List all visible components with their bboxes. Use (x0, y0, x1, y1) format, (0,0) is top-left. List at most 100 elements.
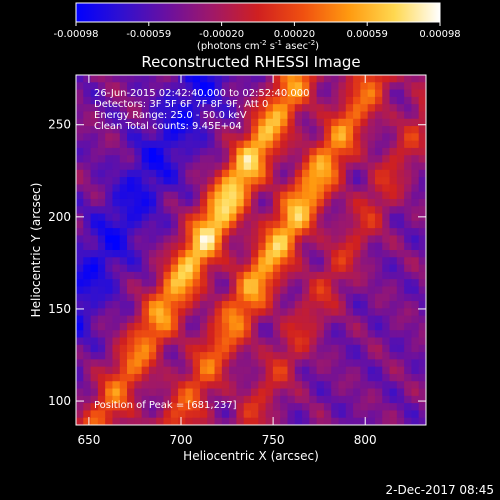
heatmap-cell (83, 395, 92, 404)
heatmap-cell (156, 75, 165, 83)
heatmap-cell (83, 344, 92, 353)
heatmap-cell (199, 366, 208, 375)
heatmap-cell (251, 315, 259, 324)
heatmap-cell (112, 257, 121, 266)
heatmap-cell (302, 352, 310, 360)
heatmap-cell (207, 330, 216, 339)
heatmap-cell (83, 126, 92, 134)
heatmap-cell (265, 359, 274, 368)
heatmap-cell (345, 352, 354, 360)
heatmap-cell (251, 322, 259, 331)
heatmap-cell (251, 330, 259, 339)
heatmap-cell (156, 410, 165, 419)
heatmap-cell (221, 366, 230, 375)
heatmap-cell (163, 250, 172, 258)
heatmap-cell (141, 330, 150, 339)
heatmap-cell (105, 111, 114, 120)
heatmap-cell (404, 308, 413, 317)
heatmap-image (76, 75, 426, 425)
heatmap-cell (207, 381, 216, 390)
heatmap-cell (243, 359, 252, 368)
heatmap-cell (119, 242, 128, 251)
heatmap-cell (119, 395, 128, 404)
heatmap-cell (294, 220, 303, 229)
heatmap-cell (148, 155, 157, 164)
heatmap-cell (345, 82, 354, 91)
heatmap-cell (411, 75, 420, 83)
heatmap-cell (156, 352, 165, 360)
heatmap-cell (338, 403, 347, 412)
heatmap-cell (382, 220, 391, 229)
heatmap-cell (156, 118, 165, 127)
heatmap-cell (316, 257, 325, 266)
heatmap-cell (287, 279, 296, 288)
heatmap-cell (287, 366, 296, 375)
heatmap-cell (148, 228, 157, 237)
heatmap-cell (83, 169, 92, 178)
chart-title: Reconstructed RHESSI Image (141, 53, 360, 71)
heatmap-cell (418, 337, 426, 346)
heatmap-cell (229, 366, 238, 375)
heatmap-cell (360, 359, 369, 368)
heatmap-cell (148, 337, 157, 346)
heatmap-cell (127, 366, 135, 375)
heatmap-cell (389, 381, 398, 390)
heatmap-cell (272, 315, 281, 324)
heatmap-cell (345, 344, 354, 353)
heatmap-cell (163, 293, 172, 302)
heatmap-cell (294, 140, 303, 149)
heatmap-cell (76, 417, 84, 425)
heatmap-cell (411, 373, 420, 382)
heatmap-cell (214, 250, 223, 258)
heatmap-cell (97, 279, 106, 288)
heatmap-cell (316, 169, 325, 178)
heatmap-cell (331, 410, 340, 419)
heatmap-cell (382, 373, 391, 382)
heatmap-cell (294, 118, 303, 127)
heatmap-cell (90, 111, 99, 120)
heatmap-cell (192, 359, 201, 368)
heatmap-cell (243, 403, 252, 412)
heatmap-cell (396, 279, 405, 288)
heatmap-cell (345, 118, 354, 127)
heatmap-cell (272, 147, 281, 156)
heatmap-cell (360, 228, 369, 237)
heatmap-cell (251, 206, 259, 215)
heatmap-cell (258, 169, 267, 178)
heatmap-cell (287, 191, 296, 200)
heatmap-cell (302, 388, 310, 397)
heatmap-cell (90, 344, 99, 353)
heatmap-cell (418, 220, 426, 229)
heatmap-cell (76, 140, 84, 149)
heatmap-cell (345, 220, 354, 229)
heatmap-cell (382, 330, 391, 339)
heatmap-cell (207, 410, 216, 419)
heatmap-cell (382, 264, 391, 273)
heatmap-cell (214, 388, 223, 397)
heatmap-cell (302, 359, 310, 368)
heatmap-cell (302, 366, 310, 375)
annotation-detectors: Detectors: 3F 5F 6F 7F 8F 9F, Att 0 (94, 99, 268, 110)
heatmap-cell (90, 198, 99, 207)
heatmap-cell (112, 403, 121, 412)
heatmap-cell (243, 133, 252, 142)
heatmap-cell (280, 242, 289, 251)
heatmap-cell (90, 366, 99, 375)
heatmap-cell (265, 220, 274, 229)
heatmap-cell (411, 177, 420, 185)
heatmap-cell (83, 82, 92, 91)
heatmap-cell (236, 359, 245, 368)
heatmap-cell (178, 147, 186, 156)
heatmap-cell (389, 286, 398, 295)
heatmap-cell (243, 96, 252, 105)
heatmap-cell (345, 96, 354, 105)
heatmap-cell (287, 126, 296, 134)
heatmap-cell (338, 155, 347, 164)
heatmap-cell (90, 118, 99, 127)
heatmap-cell (178, 330, 186, 339)
heatmap-cell (156, 264, 165, 273)
heatmap-cell (170, 373, 179, 382)
heatmap-cell (119, 301, 128, 309)
heatmap-cell (163, 155, 172, 164)
heatmap-cell (178, 206, 186, 215)
